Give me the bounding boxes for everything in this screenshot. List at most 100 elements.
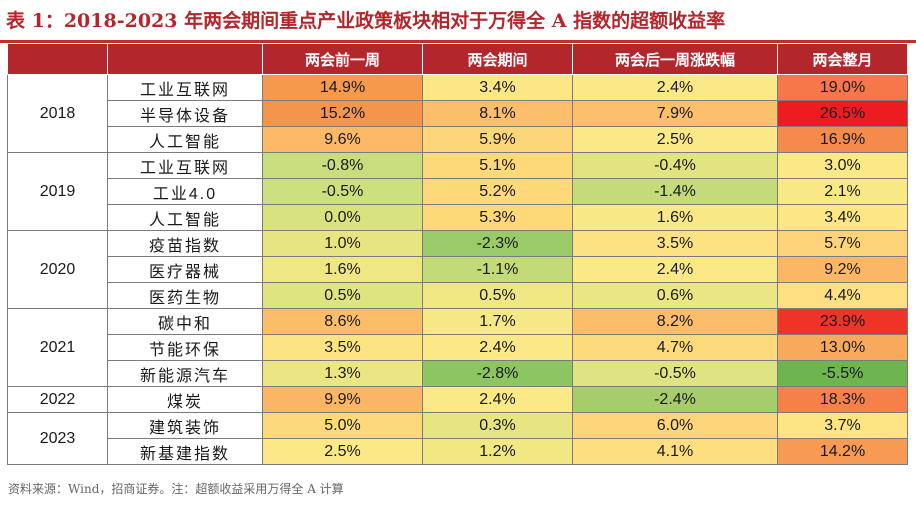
post-week-cell: -2.4% [572,386,778,413]
during-cell: 2.4% [422,386,573,413]
table-row: 节能环保 3.5% 2.4% 4.7% 13.0% [8,334,908,361]
post-week-cell: 1.6% [572,204,778,231]
pre-week-cell: 1.3% [262,360,423,387]
table-row: 2021 碳中和 8.6% 1.7% 8.2% 23.9% [7,308,908,387]
pre-week-cell: 8.6% [262,308,423,335]
pre-week-cell: 0.0% [262,204,423,231]
sector-cell: 工业互联网 [107,74,263,101]
header-pre-week: 两会前一周 [262,43,423,75]
during-cell: 8.1% [422,100,573,127]
source-note: 资料来源：Wind，招商证券。注：超额收益采用万得全 A 计算 [8,482,344,496]
sector-cell: 人工智能 [107,204,263,231]
pre-week-cell: -0.5% [262,178,423,205]
full-month-cell: 13.0% [777,334,908,361]
table-row: 新基建指数 2.5% 1.2% 4.1% 14.2% [8,438,908,465]
full-month-cell: 3.0% [777,152,908,179]
full-month-cell: 4.4% [777,282,908,309]
header-row: 两会前一周 两会期间 两会后一周涨跌幅 两会整月 [7,43,908,75]
full-month-cell: 3.7% [777,412,908,439]
year-cell: 2021 [7,308,108,387]
full-month-cell: 23.9% [777,308,908,335]
sector-cell: 碳中和 [107,308,263,335]
full-month-cell: 3.4% [777,204,908,231]
during-cell: 5.2% [422,178,573,205]
post-week-cell: -0.5% [572,360,778,387]
full-month-cell: 19.0% [777,74,908,101]
year-cell: 2019 [7,152,108,231]
pre-week-cell: 14.9% [262,74,423,101]
full-month-cell: 5.7% [777,230,908,257]
sector-cell: 新能源汽车 [107,360,263,387]
full-month-cell: 18.3% [777,386,908,413]
pre-week-cell: -0.8% [262,152,423,179]
header-sector [107,43,263,75]
full-month-cell: 9.2% [777,256,908,283]
sector-cell: 节能环保 [107,334,263,361]
sector-cell: 新基建指数 [107,438,263,465]
post-week-cell: 4.7% [572,334,778,361]
during-cell: 3.4% [422,74,573,101]
pre-week-cell: 0.5% [262,282,423,309]
year-cell: 2018 [7,74,108,153]
full-month-cell: 2.1% [777,178,908,205]
during-cell: 0.3% [422,412,573,439]
during-cell: -2.3% [422,230,573,257]
table-row: 新能源汽车 1.3% -2.8% -0.5% -5.5% [8,360,908,387]
table-row: 2019 工业互联网 -0.8% 5.1% -0.4% 3.0% [7,152,908,231]
during-cell: 5.1% [422,152,573,179]
header-during: 两会期间 [422,43,573,75]
post-week-cell: 7.9% [572,100,778,127]
pre-week-cell: 9.9% [262,386,423,413]
post-week-cell: 0.6% [572,282,778,309]
sector-cell: 医药生物 [107,282,263,309]
during-cell: 5.9% [422,126,573,153]
sector-cell: 煤炭 [107,386,263,413]
full-month-cell: 14.2% [777,438,908,465]
full-month-cell: 26.5% [777,100,908,127]
post-week-cell: -1.4% [572,178,778,205]
pre-week-cell: 1.6% [262,256,423,283]
table-row: 医疗器械 1.6% -1.1% 2.4% 9.2% [8,256,908,283]
sector-cell: 医疗器械 [107,256,263,283]
table-row: 2018 工业互联网 14.9% 3.4% 2.4% 19.0% [7,74,908,153]
during-cell: 2.4% [422,334,573,361]
during-cell: -1.1% [422,256,573,283]
pre-week-cell: 9.6% [262,126,423,153]
year-cell: 2020 [7,230,108,309]
post-week-cell: 2.4% [572,74,778,101]
table-row: 2020 疫苗指数 1.0% -2.3% 3.5% 5.7% [7,230,908,309]
table-row: 医药生物 0.5% 0.5% 0.6% 4.4% [8,282,908,309]
table-title: 表 1：2018-2023 年两会期间重点产业政策板块相对于万得全 A 指数的超… [6,10,726,32]
table-row: 人工智能 0.0% 5.3% 1.6% 3.4% [8,204,908,231]
header-post-week: 两会后一周涨跌幅 [572,43,778,75]
post-week-cell: 2.4% [572,256,778,283]
during-cell: -2.8% [422,360,573,387]
sector-cell: 工业互联网 [107,152,263,179]
header-year [7,43,108,75]
post-week-cell: -0.4% [572,152,778,179]
pre-week-cell: 15.2% [262,100,423,127]
pre-week-cell: 3.5% [262,334,423,361]
full-month-cell: 16.9% [777,126,908,153]
pre-week-cell: 2.5% [262,438,423,465]
table-row: 人工智能 9.6% 5.9% 2.5% 16.9% [8,126,908,153]
sector-cell: 人工智能 [107,126,263,153]
sector-cell: 建筑装饰 [107,412,263,439]
during-cell: 0.5% [422,282,573,309]
during-cell: 5.3% [422,204,573,231]
returns-table: 两会前一周 两会期间 两会后一周涨跌幅 两会整月 2018 工业互联网 14.9% 3… [7,43,908,465]
table-row: 工业4.0 -0.5% 5.2% -1.4% 2.1% [8,178,908,205]
during-cell: 1.2% [422,438,573,465]
year-cell: 2023 [7,412,108,465]
title-divider [0,40,916,43]
during-cell: 1.7% [422,308,573,335]
post-week-cell: 4.1% [572,438,778,465]
table-row: 2023 建筑装饰 5.0% 0.3% 6.0% 3.7% [7,412,908,465]
post-week-cell: 2.5% [572,126,778,153]
year-cell: 2022 [7,386,108,413]
sector-cell: 疫苗指数 [107,230,263,257]
post-week-cell: 6.0% [572,412,778,439]
post-week-cell: 8.2% [572,308,778,335]
post-week-cell: 3.5% [572,230,778,257]
pre-week-cell: 1.0% [262,230,423,257]
